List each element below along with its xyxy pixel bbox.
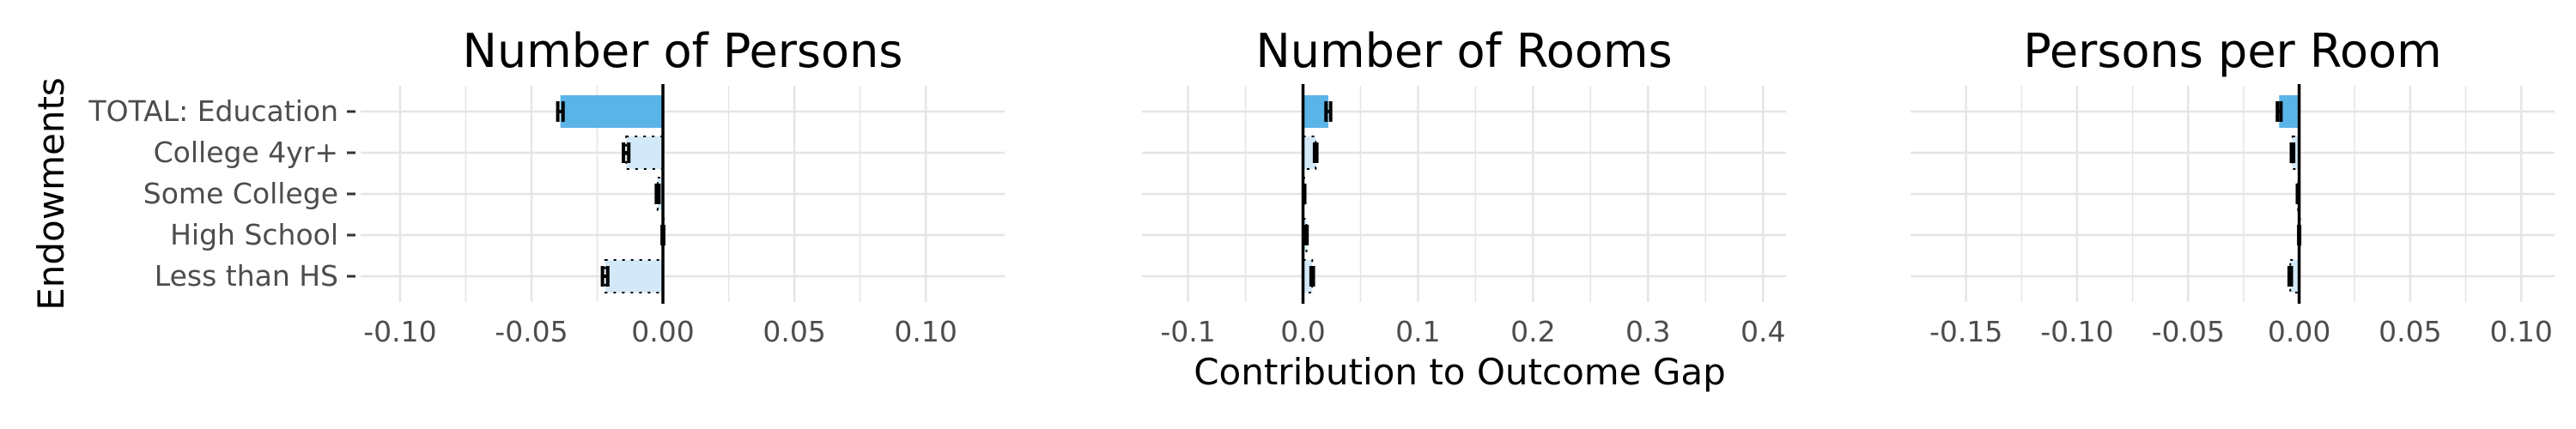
x-tick-label: 0.00 xyxy=(631,315,694,348)
panel-1: -0.10 -0.05 0.00 0.05 0.10 Number of Persons T… xyxy=(88,24,1005,348)
panel-title: Number of Persons xyxy=(463,24,903,78)
bar xyxy=(1303,95,1328,128)
category-label: Some College xyxy=(143,177,338,210)
x-tick-label: -0.15 xyxy=(1929,315,2002,348)
bar xyxy=(2279,95,2300,128)
x-tick-label: 0.05 xyxy=(2379,315,2441,348)
x-tick-label: -0.10 xyxy=(363,315,436,348)
bar xyxy=(625,136,665,170)
x-tick-label: -0.10 xyxy=(2040,315,2113,348)
category-label: Less than HS xyxy=(155,259,338,293)
bar xyxy=(1302,136,1317,170)
panel-3: -0.15 -0.10 -0.05 0.00 0.05 0.10 Persons per R… xyxy=(1911,24,2555,348)
y-axis-title: Endowments xyxy=(30,77,72,311)
category-label: TOTAL: Education xyxy=(88,94,338,128)
bar xyxy=(560,95,664,128)
x-tick-label: 0.10 xyxy=(894,315,957,348)
x-tick-label: 0.0 xyxy=(1280,315,1325,348)
panels: -0.10 -0.05 0.00 0.05 0.10 Number of Persons T… xyxy=(88,24,2555,348)
x-tick-label: 0.10 xyxy=(2489,315,2552,348)
panel-title: Persons per Room xyxy=(2023,24,2441,78)
category-label: High School xyxy=(170,218,338,251)
x-tick-label: 0.2 xyxy=(1510,315,1555,348)
x-tick-label: -0.1 xyxy=(1160,315,1215,348)
x-axis-title: Contribution to Outcome Gap xyxy=(1194,351,1726,393)
bar xyxy=(1302,259,1314,293)
x-tick-label: -0.05 xyxy=(2152,315,2225,348)
panel-2: -0.1 0.0 0.1 0.2 0.3 0.4 Number of Rooms xyxy=(1142,24,1786,348)
x-tick-label: -0.05 xyxy=(495,315,568,348)
bar xyxy=(604,259,665,293)
x-tick-label: 0.3 xyxy=(1625,315,1670,348)
bar xyxy=(2289,259,2300,293)
x-tick-label: 0.4 xyxy=(1741,315,1785,348)
x-tick-label: 0.1 xyxy=(1395,315,1440,348)
x-tick-label: 0.05 xyxy=(762,315,825,348)
x-tick-label: 0.00 xyxy=(2268,315,2330,348)
panel-title: Number of Rooms xyxy=(1255,24,1672,78)
category-label: College 4yr+ xyxy=(154,136,338,169)
